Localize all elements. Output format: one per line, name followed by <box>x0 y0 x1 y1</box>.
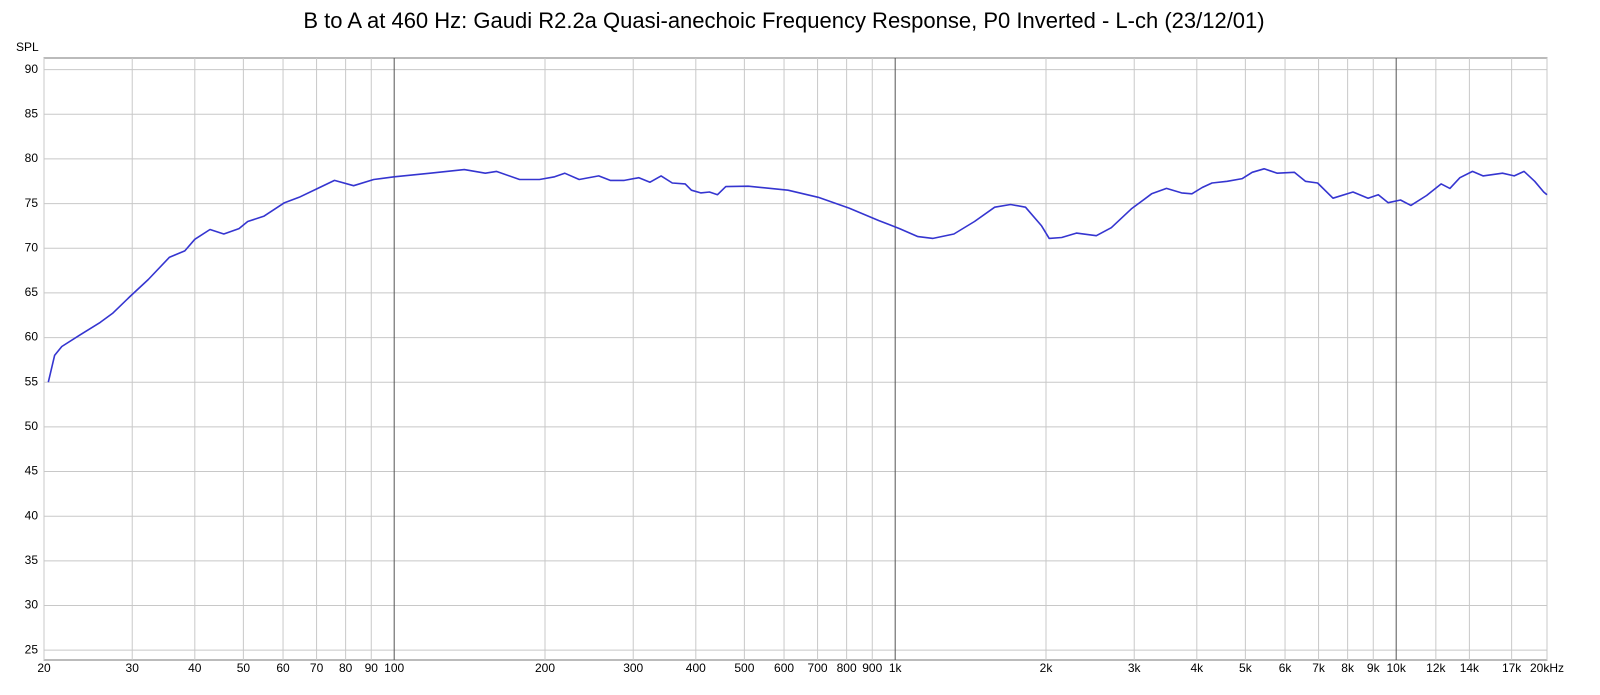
x-tick-label: 40 <box>188 661 202 675</box>
y-tick-label: 40 <box>25 508 39 522</box>
x-tick-label: 80 <box>339 661 353 675</box>
x-tick-label: 14k <box>1460 661 1480 675</box>
x-tick-label: 100 <box>384 661 404 675</box>
x-tick-label: 4k <box>1190 661 1204 675</box>
x-tick-label: 7k <box>1312 661 1326 675</box>
x-tick-label: 60 <box>276 661 290 675</box>
x-tick-label: 400 <box>686 661 706 675</box>
y-tick-label: 35 <box>25 553 39 567</box>
y-tick-label: 30 <box>25 598 39 612</box>
x-tick-label: 5k <box>1239 661 1253 675</box>
x-tick-label: 600 <box>774 661 794 675</box>
y-tick-label: 80 <box>25 151 39 165</box>
x-tick-label: 30 <box>126 661 140 675</box>
x-tick-label: 12k <box>1426 661 1446 675</box>
x-tick-label: 800 <box>837 661 857 675</box>
x-tick-label: 90 <box>365 661 379 675</box>
x-tick-label: 700 <box>808 661 828 675</box>
x-tick-label: 500 <box>734 661 754 675</box>
x-tick-label: 17k <box>1502 661 1522 675</box>
y-tick-label: 60 <box>25 330 39 344</box>
y-tick-label: 25 <box>25 642 39 656</box>
plot-frame <box>43 57 1548 661</box>
x-tick-label: 70 <box>310 661 324 675</box>
y-tick-label: 90 <box>25 62 39 76</box>
y-tick-label: 75 <box>25 196 39 210</box>
x-tick-label: 10k <box>1387 661 1407 675</box>
y-tick-label: 65 <box>25 285 39 299</box>
y-tick-label: 55 <box>25 374 39 388</box>
y-tick-label: 85 <box>25 106 39 120</box>
x-tick-label: 50 <box>237 661 251 675</box>
y-tick-label: 70 <box>25 240 39 254</box>
x-tick-label: 20 <box>37 661 51 675</box>
x-tick-label: 9k <box>1367 661 1381 675</box>
chart-title: B to A at 460 Hz: Gaudi R2.2a Quasi-anec… <box>303 8 1264 33</box>
x-tick-label: 1k <box>889 661 903 675</box>
x-tick-label: 300 <box>623 661 643 675</box>
x-tick-label: 200 <box>535 661 555 675</box>
x-tick-label: 6k <box>1279 661 1293 675</box>
x-tick-label: 20kHz <box>1530 661 1564 675</box>
y-tick-label: 50 <box>25 419 39 433</box>
x-tick-label: 3k <box>1128 661 1142 675</box>
x-tick-label: 8k <box>1341 661 1355 675</box>
y-axis-label: SPL <box>16 40 39 54</box>
x-tick-label: 2k <box>1040 661 1054 675</box>
line-series <box>47 168 1548 383</box>
x-tick-label: 900 <box>862 661 882 675</box>
y-tick-label: 45 <box>25 464 39 478</box>
